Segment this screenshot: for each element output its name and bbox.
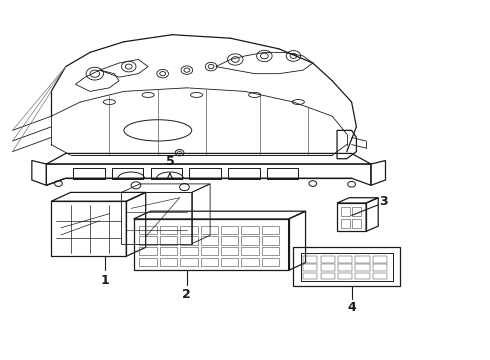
Text: 1: 1	[100, 274, 109, 287]
Text: 3: 3	[379, 195, 388, 208]
Bar	[352, 207, 361, 216]
Bar	[320, 256, 335, 263]
Bar	[221, 237, 239, 245]
Bar	[139, 247, 157, 256]
Bar	[338, 273, 352, 279]
Bar	[262, 247, 279, 256]
Bar	[338, 264, 352, 271]
Bar	[262, 258, 279, 266]
Bar	[303, 273, 318, 279]
Bar	[139, 237, 157, 245]
Bar	[200, 226, 218, 234]
Text: 2: 2	[182, 288, 191, 301]
Bar	[221, 247, 239, 256]
Bar	[242, 237, 259, 245]
Bar	[242, 258, 259, 266]
Bar	[139, 226, 157, 234]
Bar	[303, 264, 318, 271]
Bar	[341, 207, 350, 216]
Bar	[373, 273, 387, 279]
Bar	[139, 258, 157, 266]
Bar	[160, 247, 177, 256]
Bar	[338, 256, 352, 263]
Bar	[160, 237, 177, 245]
Bar	[355, 264, 370, 271]
Text: 5: 5	[166, 154, 174, 168]
Bar	[262, 237, 279, 245]
Bar	[301, 253, 393, 281]
Bar	[355, 273, 370, 279]
Bar	[200, 237, 218, 245]
Bar	[160, 258, 177, 266]
Bar	[320, 273, 335, 279]
Bar	[180, 237, 197, 245]
Bar	[180, 258, 197, 266]
Bar	[242, 226, 259, 234]
Bar	[180, 247, 197, 256]
Bar	[221, 258, 239, 266]
Bar	[262, 226, 279, 234]
Bar	[200, 247, 218, 256]
Bar	[341, 219, 350, 228]
Bar	[180, 226, 197, 234]
Bar	[373, 264, 387, 271]
Bar	[200, 258, 218, 266]
Bar	[242, 247, 259, 256]
Bar	[320, 264, 335, 271]
Bar	[355, 256, 370, 263]
Text: 4: 4	[347, 301, 356, 314]
Bar	[160, 226, 177, 234]
Bar	[352, 219, 361, 228]
Bar	[373, 256, 387, 263]
Bar	[303, 256, 318, 263]
Bar	[221, 226, 239, 234]
